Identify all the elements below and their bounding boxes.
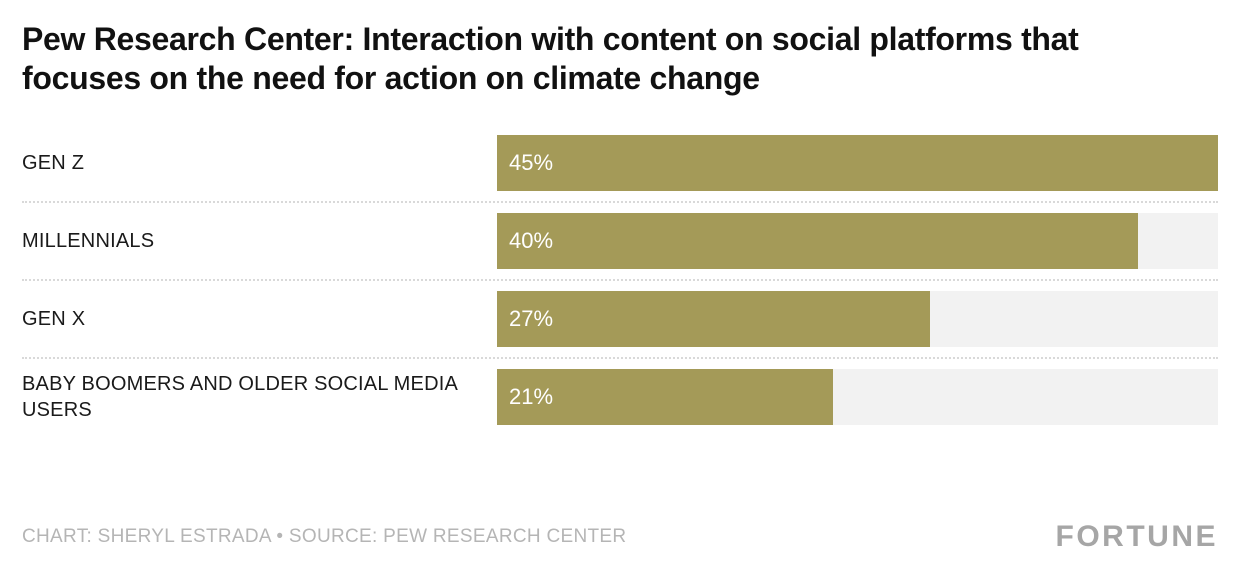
chart-row: MILLENNIALS 40% [22, 203, 1218, 281]
bar-value-label: 21% [509, 383, 554, 409]
category-label: MILLENNIALS [22, 229, 155, 252]
chart-credit: CHART: SHERYL ESTRADA • SOURCE: PEW RESE… [22, 526, 627, 547]
chart-row: BABY BOOMERS AND OLDER SOCIAL MEDIA USER… [22, 359, 1218, 435]
bar: 27% [497, 290, 930, 347]
bar-chart: GEN Z 45% MILLENNIALS 40% GEN X 27% [22, 125, 1218, 435]
category-label: GEN Z [22, 151, 85, 174]
bar-value-label: 45% [509, 149, 554, 175]
category-label: GEN X [22, 307, 86, 330]
bar: 45% [497, 134, 1218, 191]
chart-row: GEN X 27% [22, 281, 1218, 359]
bar-track: 40% [497, 212, 1218, 269]
bar-value-label: 40% [509, 227, 554, 253]
footer: CHART: SHERYL ESTRADA • SOURCE: PEW RESE… [22, 520, 1218, 554]
chart-row: GEN Z 45% [22, 125, 1218, 203]
bar-track: 21% [497, 368, 1218, 425]
bar-value-label: 27% [509, 305, 554, 331]
bar: 40% [497, 212, 1138, 269]
bar-track: 27% [497, 290, 1218, 347]
fortune-logo: FORTUNE [1055, 520, 1218, 553]
category-label: BABY BOOMERS AND OLDER SOCIAL MEDIA USER… [22, 372, 457, 421]
bar: 21% [497, 368, 834, 425]
bar-track: 45% [497, 134, 1218, 191]
page-title: Pew Research Center: Interaction with co… [22, 21, 1079, 97]
